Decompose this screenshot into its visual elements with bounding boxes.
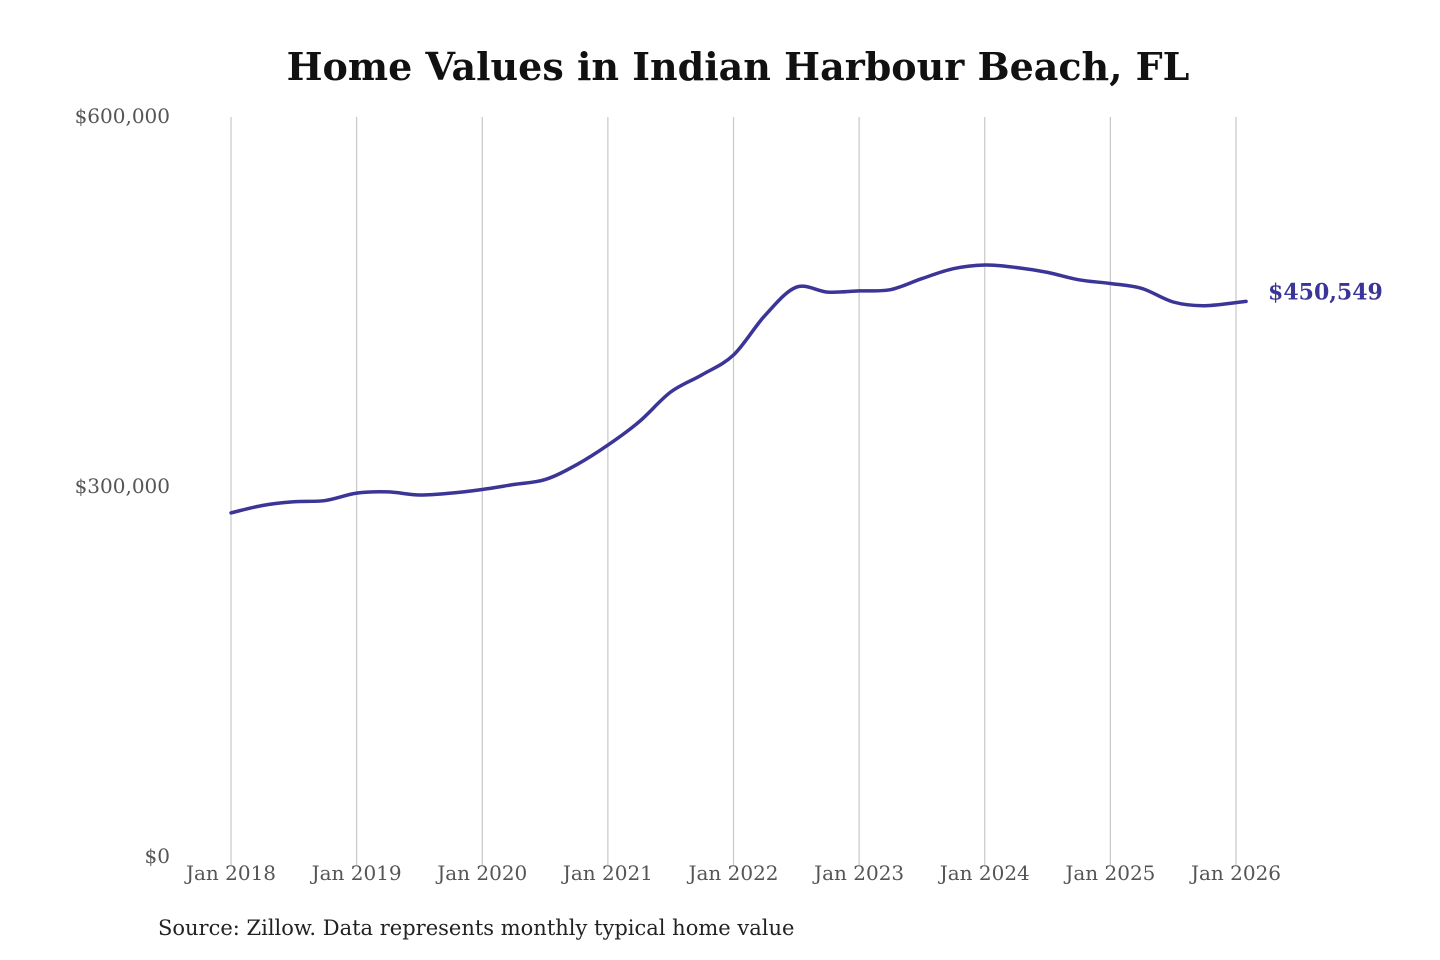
series-line <box>229 263 1248 515</box>
x-tick-label: Jan 2018 <box>184 861 276 885</box>
x-tick-label: Jan 2026 <box>1189 861 1281 885</box>
x-tick-label: Jan 2019 <box>310 861 402 885</box>
end-value-label: $450,549 <box>1268 279 1383 305</box>
y-tick-label: $0 <box>145 844 170 868</box>
x-tick-label: Jan 2021 <box>561 861 653 885</box>
y-tick-label: $600,000 <box>75 104 170 128</box>
x-tick-label: Jan 2022 <box>686 861 778 885</box>
x-tick-label: Jan 2023 <box>812 861 904 885</box>
x-tick-label: Jan 2025 <box>1063 861 1155 885</box>
chart-title: Home Values in Indian Harbour Beach, FL <box>286 44 1190 89</box>
source-note: Source: Zillow. Data represents monthly … <box>158 916 795 940</box>
y-tick-label: $300,000 <box>75 474 170 498</box>
x-tick-label: Jan 2024 <box>938 861 1030 885</box>
x-tick-label: Jan 2020 <box>435 861 527 885</box>
